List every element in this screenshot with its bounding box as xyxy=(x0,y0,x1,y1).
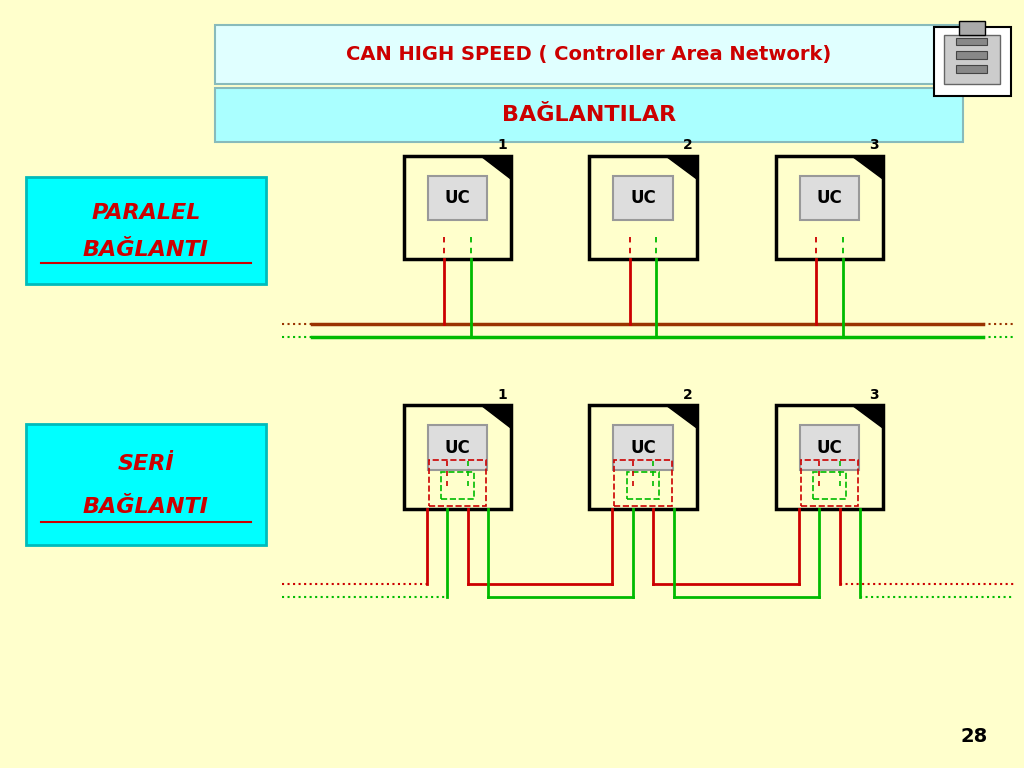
Bar xyxy=(959,21,985,35)
Bar xyxy=(776,406,883,508)
Bar xyxy=(800,176,859,220)
Bar xyxy=(428,425,487,470)
Text: SERİ: SERİ xyxy=(118,454,174,474)
Text: 2: 2 xyxy=(683,388,692,402)
FancyBboxPatch shape xyxy=(26,177,266,284)
Bar xyxy=(613,425,673,470)
Polygon shape xyxy=(481,155,512,179)
FancyBboxPatch shape xyxy=(26,424,266,545)
Text: 28: 28 xyxy=(961,727,988,746)
Bar xyxy=(428,176,487,220)
Bar xyxy=(800,425,859,470)
Text: BAĞLANTI: BAĞLANTI xyxy=(83,498,209,518)
Text: PARALEL: PARALEL xyxy=(91,204,201,223)
Bar xyxy=(776,155,883,260)
Text: 1: 1 xyxy=(498,388,508,402)
Text: BAĞLANTI: BAĞLANTI xyxy=(83,240,209,260)
Bar xyxy=(590,155,696,260)
Polygon shape xyxy=(852,155,883,179)
Text: UC: UC xyxy=(630,439,656,457)
Bar xyxy=(956,65,987,73)
Polygon shape xyxy=(481,406,512,429)
Text: 3: 3 xyxy=(869,138,879,152)
Text: 2: 2 xyxy=(683,138,692,152)
Bar xyxy=(944,35,1000,84)
Text: UC: UC xyxy=(816,439,843,457)
Polygon shape xyxy=(666,155,696,179)
FancyBboxPatch shape xyxy=(215,25,963,84)
Text: 1: 1 xyxy=(498,138,508,152)
Text: UC: UC xyxy=(444,439,471,457)
Text: CAN HIGH SPEED ( Controller Area Network): CAN HIGH SPEED ( Controller Area Network… xyxy=(346,45,831,65)
Bar xyxy=(801,461,858,507)
Bar xyxy=(956,38,987,45)
Bar xyxy=(614,461,672,507)
Bar xyxy=(613,176,673,220)
Bar xyxy=(403,406,512,508)
FancyBboxPatch shape xyxy=(215,88,963,142)
Text: BAĞLANTILAR: BAĞLANTILAR xyxy=(502,105,676,125)
Text: UC: UC xyxy=(816,189,843,207)
Bar xyxy=(429,461,486,507)
Text: UC: UC xyxy=(444,189,471,207)
Bar xyxy=(956,51,987,59)
Bar xyxy=(813,472,846,499)
Polygon shape xyxy=(666,406,696,429)
Bar xyxy=(934,27,1011,96)
Text: UC: UC xyxy=(630,189,656,207)
Bar xyxy=(627,472,659,499)
Bar xyxy=(441,472,474,499)
Polygon shape xyxy=(852,406,883,429)
Bar xyxy=(590,406,696,508)
Text: 3: 3 xyxy=(869,388,879,402)
Bar xyxy=(403,155,512,260)
